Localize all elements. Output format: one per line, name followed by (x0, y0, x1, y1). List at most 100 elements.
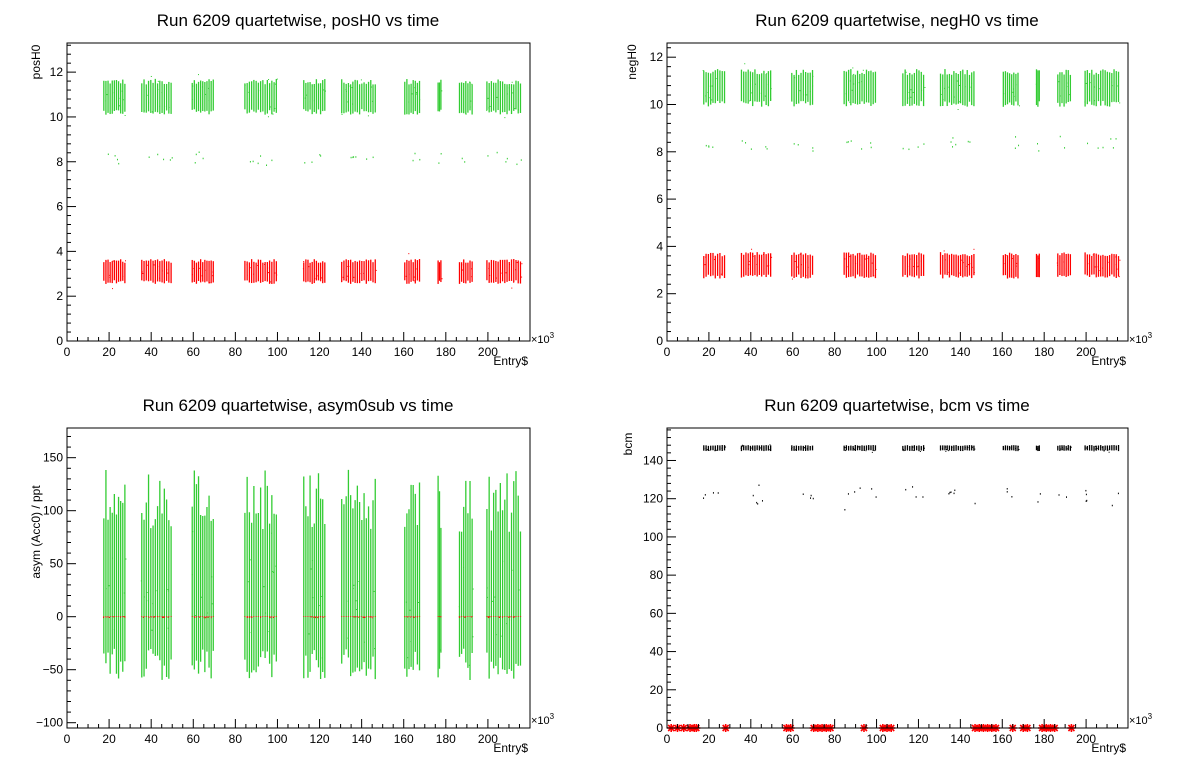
data-point (1118, 76, 1120, 78)
data-point (205, 617, 207, 619)
data-point (1111, 504, 1113, 507)
x-axis-label: Entry$ (493, 354, 528, 368)
data-point (363, 641, 365, 643)
data-point (858, 82, 860, 84)
y-tick-label: 0 (656, 721, 663, 735)
data-point (867, 258, 869, 260)
data-point (441, 90, 443, 92)
data-point (973, 272, 975, 274)
data-point (760, 92, 762, 94)
data-point (948, 271, 950, 273)
x-tick-label: 140 (352, 732, 372, 746)
y-axis-label: negH0 (625, 44, 639, 80)
data-point (1037, 501, 1039, 503)
data-point (311, 560, 313, 562)
data-point (922, 496, 924, 498)
data-point (971, 445, 973, 447)
data-point (1016, 262, 1018, 264)
data-point (341, 113, 343, 115)
data-point (1067, 86, 1069, 88)
data-point (767, 84, 769, 86)
data-point (859, 264, 861, 266)
data-point (918, 253, 920, 255)
data-point (794, 260, 796, 262)
data-point (752, 494, 754, 497)
data-point (259, 90, 261, 92)
data-point (923, 447, 925, 449)
data-points (103, 74, 523, 290)
data-point (801, 264, 803, 266)
data-point (157, 89, 159, 91)
x-tick-label: 100 (867, 345, 887, 359)
data-point (521, 263, 523, 265)
x-tick-label: 0 (64, 732, 71, 746)
data-point (964, 86, 966, 88)
data-point (1065, 268, 1067, 270)
data-point (958, 101, 960, 103)
data-point (744, 63, 746, 65)
data-point (209, 282, 211, 284)
data-point (962, 262, 964, 264)
data-point (159, 277, 161, 279)
data-point (105, 271, 107, 273)
data-point (167, 272, 169, 274)
x-tick-label: 0 (64, 345, 71, 359)
data-point (967, 140, 969, 143)
x-tick-label: 140 (950, 732, 970, 746)
data-point (844, 450, 846, 452)
data-point (1013, 95, 1015, 97)
data-point (949, 491, 951, 494)
data-point (266, 164, 268, 166)
data-point (142, 616, 144, 618)
data-point (964, 447, 966, 449)
data-point (310, 616, 312, 618)
data-point (748, 260, 750, 262)
data-point (1003, 93, 1005, 95)
data-point (169, 159, 171, 161)
data-point (367, 115, 369, 117)
data-point (412, 159, 414, 162)
data-point (1018, 144, 1020, 147)
data-point (508, 87, 510, 89)
data-point (317, 616, 319, 618)
data-point (319, 605, 321, 607)
data-point (908, 148, 910, 151)
x-tick-label: 20 (102, 732, 116, 746)
data-point (351, 87, 353, 89)
data-point (969, 141, 971, 143)
data-point (943, 87, 945, 89)
data-point (913, 450, 915, 452)
data-point (148, 102, 150, 104)
data-point (408, 253, 410, 255)
data-point (353, 276, 355, 278)
x-axis-multiplier: ×103 (1129, 331, 1153, 346)
data-point (909, 258, 911, 260)
data-point (756, 501, 758, 504)
x-tick-label: 200 (1076, 345, 1096, 359)
data-point (263, 586, 265, 588)
data-point (955, 143, 957, 146)
data-point (275, 565, 277, 567)
data-point (359, 273, 361, 275)
data-point (1115, 256, 1117, 258)
data-point (748, 264, 750, 266)
data-point (363, 616, 365, 618)
data-point (500, 272, 502, 274)
data-point (122, 99, 124, 101)
data-point (488, 617, 490, 619)
y-tick-label: −100 (36, 716, 63, 730)
data-point (942, 99, 944, 101)
data-point (167, 588, 169, 590)
x-tick-label: 100 (267, 732, 287, 746)
data-point (350, 156, 352, 159)
data-point (764, 95, 766, 97)
data-point (408, 273, 410, 275)
data-point (269, 616, 271, 618)
data-point (143, 110, 145, 112)
data-point (1058, 81, 1060, 83)
data-point (114, 155, 116, 157)
data-point (147, 94, 149, 96)
data-point (458, 606, 460, 608)
data-point (517, 109, 519, 111)
